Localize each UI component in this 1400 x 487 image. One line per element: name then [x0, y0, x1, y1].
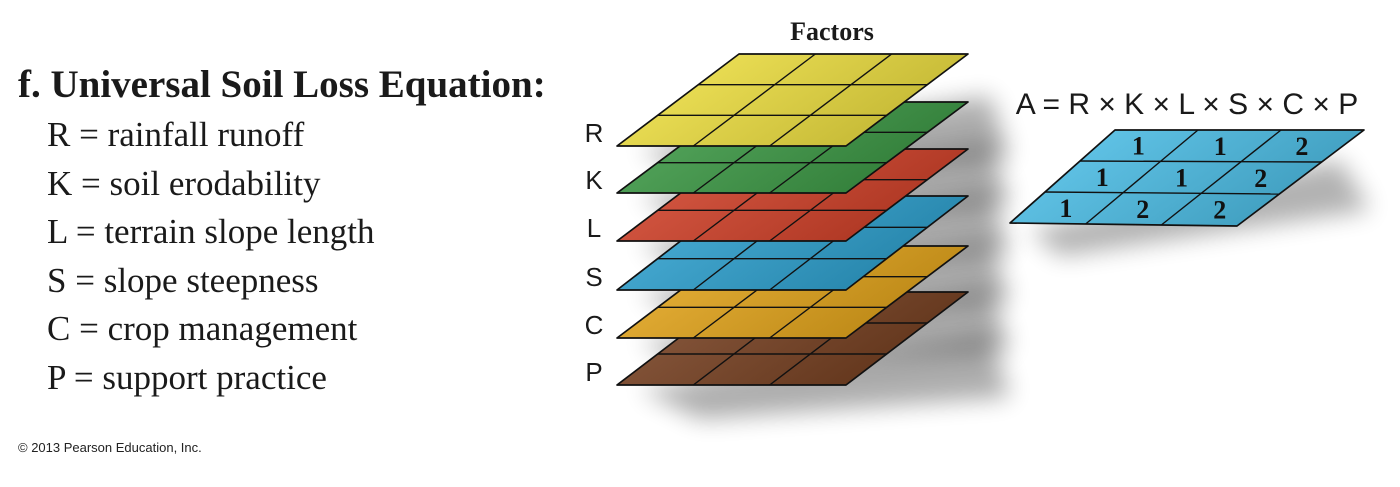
definition-k: K = soil erodability	[47, 163, 321, 203]
layer-label-p: P	[585, 357, 602, 387]
copyright: © 2013 Pearson Education, Inc.	[18, 440, 202, 455]
result-cell-value: 1	[1175, 163, 1188, 192]
definition-p: P = support practice	[47, 357, 327, 397]
layer-l: L	[587, 148, 969, 243]
layer-label-s: S	[585, 262, 602, 292]
equation: A = R × K × L × S × C × P	[1016, 88, 1358, 121]
heading: f. Universal Soil Loss Equation:	[18, 63, 546, 106]
grid-line	[769, 53, 893, 147]
definition-c: C = crop management	[47, 309, 358, 349]
diagram-title: Factors	[790, 17, 874, 46]
layer-label-l: L	[587, 213, 601, 243]
result-cell-value: 1	[1059, 194, 1072, 223]
grid-line	[692, 53, 816, 147]
result-grid: 1 1 21 1 21 2 2	[1009, 129, 1365, 227]
result-cell-value: 1	[1214, 132, 1227, 161]
layer-r: R	[585, 53, 969, 148]
grid-line	[1079, 160, 1322, 163]
definition-r: R = rainfall runoff	[47, 115, 305, 154]
layer-label-c: C	[585, 310, 604, 340]
result-cell-value: 2	[1213, 196, 1226, 225]
grid-line	[1044, 191, 1280, 195]
layer-label-r: R	[585, 118, 604, 148]
definition-s: S = slope steepness	[47, 260, 319, 300]
definition-l: L = terrain slope length	[47, 212, 375, 252]
result-cell-value: 1	[1096, 163, 1109, 192]
grid-line	[1085, 129, 1199, 225]
layer-label-k: K	[585, 165, 603, 195]
result-cell-value: 2	[1136, 195, 1149, 224]
result-cell-value: 2	[1295, 132, 1308, 161]
result-cell-value: 2	[1254, 164, 1267, 193]
factor-definitions: R = rainfall runoff K = soil erodability…	[47, 111, 375, 403]
grid-line	[1160, 129, 1282, 226]
result-cell-value: 1	[1132, 132, 1145, 161]
